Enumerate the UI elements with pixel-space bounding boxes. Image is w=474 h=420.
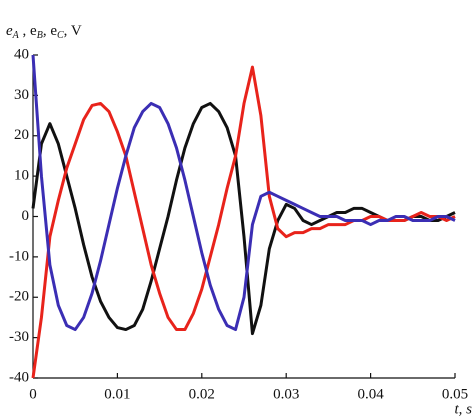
y-tick-label: 0: [22, 208, 30, 224]
series-line: [31, 54, 456, 332]
x-tick-label: 0.05: [442, 386, 468, 402]
y-tick-label: 30: [14, 87, 29, 103]
y-tick-label: 10: [14, 168, 29, 184]
y-tick-label: -40: [9, 369, 29, 385]
y-tick-label: -30: [9, 329, 29, 345]
x-axis-label: t, s: [454, 401, 472, 417]
x-tick-label: 0.01: [104, 386, 130, 402]
x-tick-label: 0: [29, 386, 37, 402]
y-label-part: , e: [43, 23, 58, 39]
y-label-part: A: [12, 30, 20, 41]
y-label-part: C: [57, 30, 64, 41]
y-axis-label: eA , eB, eC, V: [6, 23, 82, 41]
y-label-part: e: [6, 23, 13, 39]
x-tick-label: 0.02: [189, 386, 215, 402]
y-label-part: B: [37, 30, 43, 41]
x-tick-label: 0.03: [273, 386, 299, 402]
y-tick-label: 20: [14, 127, 29, 143]
y-tick-label: 40: [14, 46, 29, 62]
y-tick-label: -10: [9, 248, 29, 264]
x-tick-label: 0.04: [357, 386, 384, 402]
y-label-part: , e: [19, 23, 37, 39]
y-label-part: , V: [64, 23, 82, 39]
y-tick-label: -20: [9, 289, 29, 305]
